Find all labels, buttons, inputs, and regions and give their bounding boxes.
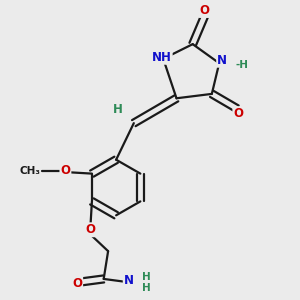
Text: O: O xyxy=(200,4,209,17)
Text: H: H xyxy=(142,272,151,282)
Text: -H: -H xyxy=(236,60,248,70)
Text: O: O xyxy=(233,107,243,120)
Text: N: N xyxy=(124,274,134,287)
Text: NH: NH xyxy=(152,51,172,64)
Text: N: N xyxy=(217,54,227,67)
Text: H: H xyxy=(113,103,122,116)
Text: O: O xyxy=(85,223,95,236)
Text: H: H xyxy=(142,283,151,293)
Text: O: O xyxy=(72,277,82,290)
Text: CH₃: CH₃ xyxy=(20,166,40,176)
Text: O: O xyxy=(60,164,70,177)
